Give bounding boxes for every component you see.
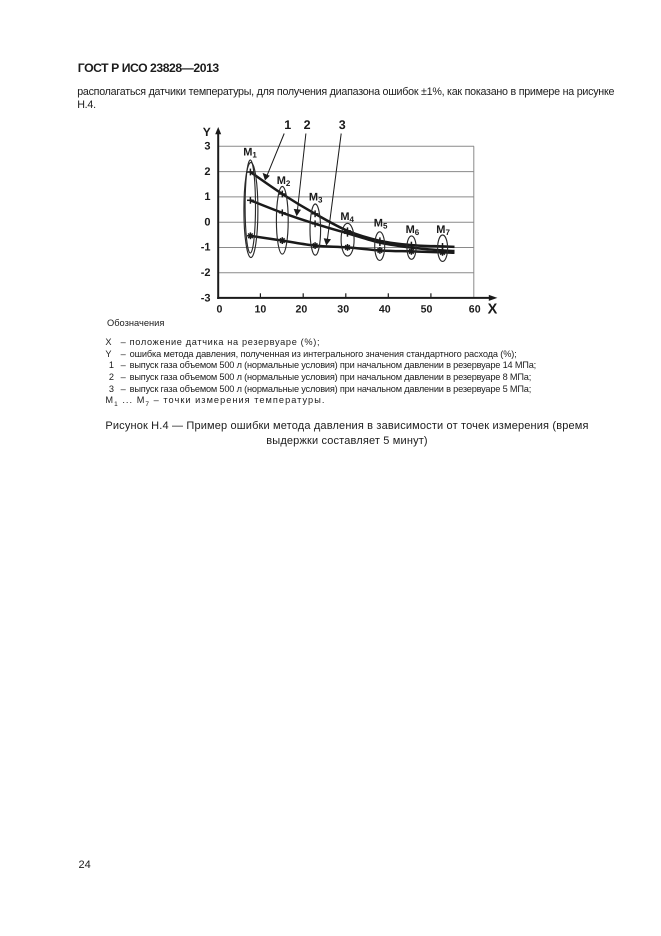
svg-text:40: 40: [379, 304, 391, 316]
svg-text:М5: М5: [374, 218, 388, 231]
svg-text:10: 10: [255, 304, 267, 316]
svg-text:-2: -2: [201, 267, 211, 279]
svg-text:60: 60: [469, 304, 481, 316]
svg-text:3: 3: [204, 141, 210, 153]
svg-text:М2: М2: [277, 175, 291, 188]
svg-text:0: 0: [204, 216, 210, 228]
svg-text:X: X: [488, 301, 498, 317]
svg-text:1: 1: [284, 118, 291, 132]
svg-text:Y: Y: [203, 125, 211, 139]
svg-text:20: 20: [296, 304, 308, 316]
svg-text:М6: М6: [406, 224, 420, 237]
svg-text:-1: -1: [201, 242, 211, 254]
svg-text:М7: М7: [436, 224, 450, 237]
svg-text:М4: М4: [340, 211, 354, 224]
svg-text:-3: -3: [201, 292, 211, 304]
svg-text:1: 1: [204, 191, 210, 203]
svg-text:2: 2: [304, 118, 311, 132]
svg-text:2: 2: [204, 166, 210, 178]
svg-text:30: 30: [337, 304, 349, 316]
svg-text:М3: М3: [309, 192, 323, 205]
svg-text:3: 3: [339, 118, 346, 132]
svg-text:0: 0: [217, 304, 223, 316]
svg-text:50: 50: [421, 304, 433, 316]
svg-text:М1: М1: [243, 147, 257, 160]
